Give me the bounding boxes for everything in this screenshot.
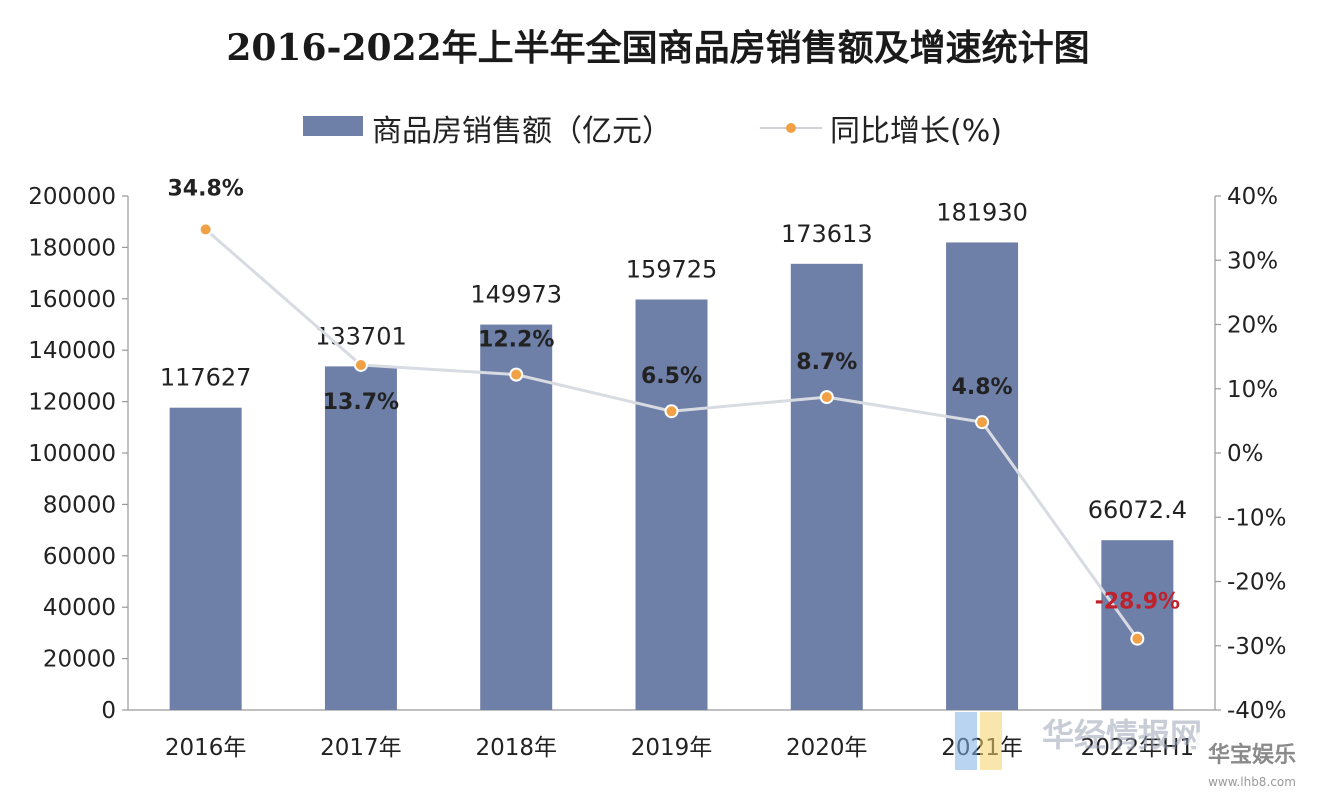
bar [1101,540,1174,710]
left-tick-label: 180000 [28,235,116,261]
left-tick-label: 200000 [28,184,116,210]
right-tick-label: 0% [1227,441,1264,467]
chart-title: 2016-2022年上半年全国商品房销售额及增速统计图 [226,27,1089,69]
bar-value-label: 149973 [470,281,562,309]
watermark: 华经情报网 [955,712,1202,770]
x-category-label: 2017年 [320,735,402,761]
bar-value-label: 66072.4 [1088,496,1187,524]
legend-line-marker [786,123,796,133]
bar-series [169,242,1174,711]
watermark-stamp-url: www.lhb8.com [1208,775,1296,789]
growth-marker [511,369,522,380]
bar [169,407,242,710]
growth-marker [821,392,832,403]
x-category-label: 2022年H1 [1081,735,1194,761]
bar [324,366,397,710]
bar [790,263,863,710]
growth-value-label: 13.7% [323,390,399,415]
right-axis-ticks: -40% -30% -20% -10% 0% 10% 20% 30% 40% [1215,184,1286,724]
bar [635,299,708,710]
right-tick-label: 30% [1227,248,1278,274]
growth-value-labels: 34.8% 13.7% 12.2% 6.5% 8.7% 4.8% -28.9% [167,176,1180,614]
bar-value-label: 159725 [626,256,718,284]
x-category-label: 2019年 [631,735,713,761]
growth-value-label: 4.8% [952,375,1013,400]
watermark-logo-yellow [980,712,1002,770]
right-tick-label: -10% [1227,505,1286,531]
x-axis-category-labels: 2016年2017年2018年2019年2020年2021年2022年H1 [165,735,1194,761]
left-tick-label: 120000 [28,390,116,416]
watermark-stamp-text: 华宝娱乐 [1208,742,1296,768]
right-tick-label: -30% [1227,634,1286,660]
left-tick-label: 20000 [43,647,116,673]
bar-value-labels: 1176271337011499731597251736131819306607… [160,198,1187,524]
growth-marker [1132,633,1143,644]
right-tick-label: 10% [1227,377,1278,403]
growth-value-label: 6.5% [641,364,702,389]
right-tick-label: -20% [1227,570,1286,596]
bar-value-label: 117627 [160,364,252,392]
growth-marker [200,224,211,235]
left-axis-ticks: 0 20000 40000 60000 80000 100000 120000 140000 1… [28,184,128,724]
left-tick-label: 160000 [28,287,116,313]
watermark-text: 华经情报网 [1042,716,1202,754]
left-tick-label: 40000 [43,595,116,621]
right-tick-label: 20% [1227,313,1278,339]
growth-value-label: -28.9% [1095,590,1180,615]
legend-line-label: 同比增长(%) [830,114,1002,149]
bar [946,242,1019,711]
growth-value-label: 34.8% [167,176,243,201]
growth-value-label: 8.7% [796,350,857,375]
bar [480,324,553,710]
growth-marker [977,417,988,428]
growth-line-series [198,222,1145,646]
left-tick-label: 100000 [28,441,116,467]
growth-value-label: 12.2% [478,328,554,353]
x-category-label: 2016年 [165,735,247,761]
legend: 商品房销售额（亿元） 同比增长(%) [303,114,1002,149]
growth-marker [355,359,366,370]
watermark-stamp: 华宝娱乐 www.lhb8.com [1196,732,1308,794]
left-tick-label: 60000 [43,544,116,570]
left-tick-label: 80000 [43,492,116,518]
left-tick-label: 140000 [28,338,116,364]
x-category-label: 2018年 [475,735,557,761]
x-category-label: 2020年 [786,735,868,761]
legend-bar-label: 商品房销售额（亿元） [372,114,672,149]
left-tick-label: 0 [101,698,116,724]
legend-bar-swatch [303,116,363,136]
bar-value-label: 173613 [781,220,873,248]
right-tick-label: -40% [1227,698,1286,724]
right-tick-label: 40% [1227,184,1278,210]
watermark-logo-blue [955,712,977,770]
growth-marker [666,406,677,417]
bar-value-label: 181930 [936,198,1028,226]
